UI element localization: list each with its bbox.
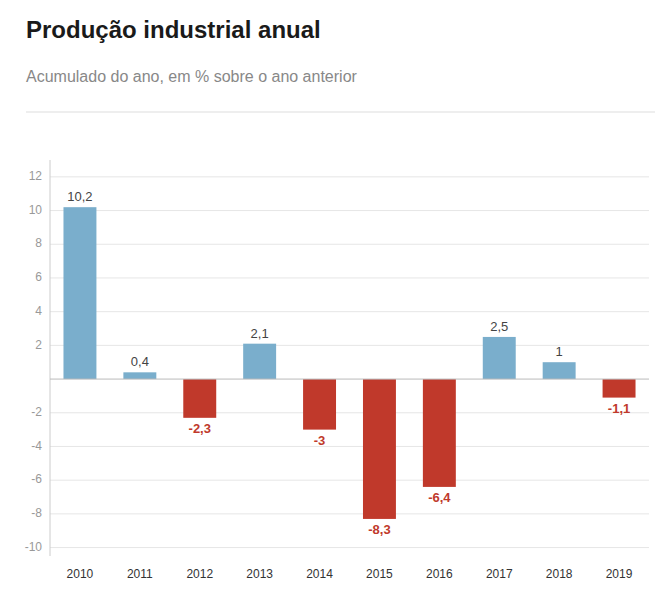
y-tick-label: 10 bbox=[29, 203, 43, 217]
data-label: -3 bbox=[314, 433, 326, 448]
data-label: 2,1 bbox=[251, 326, 269, 341]
y-tick-label: -2 bbox=[31, 405, 42, 419]
x-tick-label: 2015 bbox=[366, 567, 393, 581]
y-axis-line bbox=[50, 160, 51, 556]
y-tick-label: -10 bbox=[25, 540, 43, 554]
baseline bbox=[50, 379, 649, 380]
y-tick-label: -4 bbox=[31, 439, 42, 453]
x-tick-label: 2017 bbox=[486, 567, 513, 581]
x-tick-label: 2016 bbox=[426, 567, 453, 581]
plot-area: -10 -8 -6 -4 -2 2 4 6 8 10 12 bbox=[25, 160, 649, 556]
grid-line bbox=[50, 277, 649, 278]
x-tick-label: 2012 bbox=[186, 567, 213, 581]
x-tick-label: 2011 bbox=[127, 567, 153, 581]
bars bbox=[63, 207, 635, 519]
title: Produção industrial anual bbox=[26, 16, 321, 43]
y-tick-label: -8 bbox=[31, 506, 42, 520]
data-label: -8,3 bbox=[368, 522, 390, 537]
data-label: 10,2 bbox=[67, 189, 92, 204]
bar bbox=[423, 379, 456, 487]
grid-line bbox=[50, 412, 649, 413]
bar bbox=[63, 207, 96, 379]
grid-line bbox=[50, 176, 649, 177]
x-tick-label: 2019 bbox=[606, 567, 633, 581]
bar bbox=[303, 379, 336, 430]
grid-line bbox=[50, 210, 649, 211]
data-label: 2,5 bbox=[490, 319, 508, 334]
bar bbox=[363, 379, 396, 519]
data-label: -6,4 bbox=[428, 490, 451, 505]
y-tick-label: 12 bbox=[29, 169, 43, 183]
bar bbox=[483, 337, 516, 379]
y-tick-label: 8 bbox=[35, 236, 42, 250]
x-tick-label: 2010 bbox=[67, 567, 94, 581]
grid-line bbox=[50, 513, 649, 514]
bar bbox=[543, 362, 576, 379]
subtitle: Acumulado do ano, em % sobre o ano anter… bbox=[26, 68, 358, 85]
x-axis: 2010 2011 2012 2013 2014 2015 2016 2017 2018 2019 bbox=[67, 567, 633, 581]
y-tick-label: 2 bbox=[35, 338, 42, 352]
data-label: -2,3 bbox=[189, 421, 211, 436]
grid-line bbox=[50, 244, 649, 245]
x-tick-label: 2018 bbox=[546, 567, 573, 581]
chart-container: Produção industrial anual Acumulado do an… bbox=[0, 0, 669, 600]
x-tick-label: 2013 bbox=[246, 567, 273, 581]
data-label: 0,4 bbox=[131, 354, 149, 369]
grid-line bbox=[50, 446, 649, 447]
bar bbox=[243, 344, 276, 379]
chart-svg: Produção industrial anual Acumulado do an… bbox=[0, 0, 669, 600]
y-tick-label: -6 bbox=[31, 472, 42, 486]
grid-line bbox=[50, 480, 649, 481]
grid-line bbox=[50, 311, 649, 312]
bar bbox=[183, 379, 216, 418]
data-label: 1 bbox=[556, 344, 563, 359]
data-labels: 10,2 0,4 -2,3 2,1 -3 -8,3 -6,4 2,5 1 -1,1 bbox=[67, 189, 630, 537]
x-tick-label: 2014 bbox=[306, 567, 333, 581]
y-tick-label: 6 bbox=[35, 270, 42, 284]
bar bbox=[603, 379, 636, 398]
y-tick-label: 4 bbox=[35, 304, 42, 318]
separator bbox=[26, 112, 655, 113]
bar bbox=[123, 372, 156, 379]
data-label: -1,1 bbox=[608, 401, 630, 416]
grid-line bbox=[50, 547, 649, 548]
